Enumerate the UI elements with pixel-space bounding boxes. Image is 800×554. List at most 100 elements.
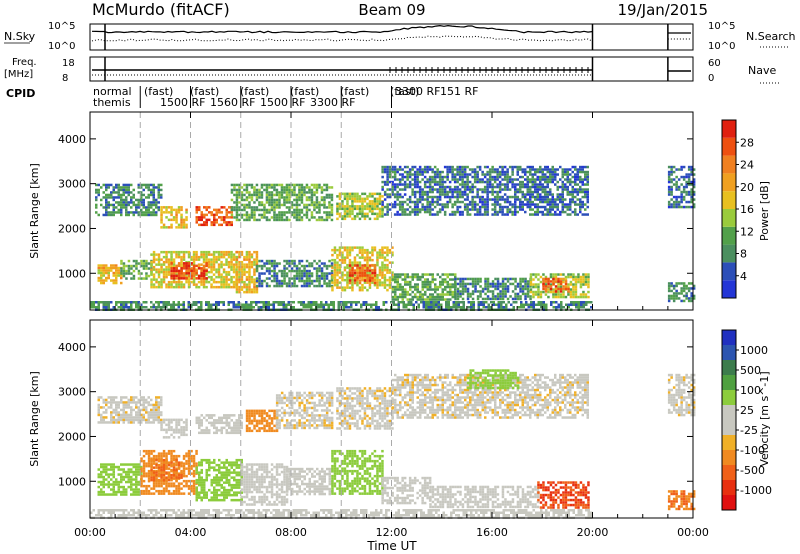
heatmap-cell	[162, 303, 165, 306]
heatmap-cell	[381, 170, 384, 174]
heatmap-cell	[498, 175, 502, 179]
heatmap-cell	[318, 269, 321, 273]
heatmap-cell	[192, 514, 195, 517]
heatmap-cell	[227, 509, 230, 512]
heatmap-cell	[402, 301, 405, 304]
heatmap-cell	[421, 273, 424, 276]
heatmap-cell	[253, 258, 256, 261]
heatmap-cell	[536, 190, 539, 194]
heatmap-cell	[330, 301, 333, 304]
heatmap-cell	[536, 183, 539, 186]
heatmap-cell	[581, 165, 584, 169]
heatmap-cell	[401, 213, 404, 216]
heatmap-cell	[150, 301, 153, 304]
heatmap-cell	[567, 283, 570, 286]
heatmap-cell	[237, 509, 240, 512]
heatmap-cell	[233, 216, 236, 219]
heatmap-cell	[524, 183, 527, 186]
heatmap-cell	[187, 250, 191, 254]
heatmap-cell	[551, 195, 554, 199]
heatmap-cell	[486, 295, 490, 298]
heatmap-cell	[414, 275, 417, 279]
heatmap-cell	[506, 280, 510, 283]
heatmap-cell	[195, 250, 198, 254]
heatmap-cell	[481, 190, 484, 194]
heatmap-cell	[132, 274, 136, 278]
heatmap-cell	[462, 303, 465, 306]
freq-label: Freq.	[12, 57, 37, 68]
heatmap-cell	[235, 511, 238, 514]
heatmap-cell	[461, 173, 464, 176]
heatmap-cell	[338, 195, 342, 198]
heatmap-cell	[428, 175, 432, 179]
heatmap-cell	[436, 195, 439, 199]
heatmap-cell	[690, 188, 693, 191]
heatmap-cell	[298, 269, 301, 273]
heatmap-cell	[433, 205, 437, 209]
heatmap-cell	[476, 180, 479, 184]
heatmap-cell	[408, 198, 412, 201]
heatmap-cell	[486, 287, 490, 291]
heatmap-cell	[498, 210, 502, 214]
heatmap-cell	[95, 306, 98, 309]
heatmap-cell	[506, 297, 510, 301]
heatmap-cell	[245, 275, 249, 279]
heatmap-cell	[461, 183, 464, 186]
heatmap-cell	[456, 178, 459, 181]
heatmap-cell	[165, 303, 168, 306]
heatmap-cell	[675, 195, 678, 199]
heatmap-cell	[112, 213, 115, 217]
heatmap-cell	[529, 280, 533, 284]
heatmap-cell	[403, 213, 407, 216]
heatmap-cell	[308, 186, 311, 189]
heatmap-cell	[542, 277, 545, 281]
heatmap-cell	[488, 185, 492, 189]
heatmap-cell	[408, 168, 412, 171]
heatmap-cell	[275, 213, 279, 217]
heatmap-cell	[401, 178, 404, 181]
heatmap-cell	[182, 223, 186, 227]
heatmap-cell	[463, 185, 467, 189]
heatmap-cell	[586, 213, 589, 216]
heatmap-cell	[361, 200, 364, 203]
heatmap-cell	[421, 280, 424, 284]
heatmap-cell	[260, 196, 264, 199]
heatmap-cell	[483, 213, 487, 216]
heatmap-cell	[250, 290, 254, 294]
heatmap-cell	[255, 250, 259, 254]
heatmap-cell	[258, 284, 261, 288]
heatmap-cell	[448, 188, 452, 191]
heatmap-cell	[245, 283, 249, 286]
heatmap-cell	[346, 281, 349, 284]
heatmap-cell	[358, 251, 362, 254]
heatmap-cell	[270, 191, 274, 194]
heatmap-cell	[293, 277, 296, 280]
heatmap-cell	[376, 202, 379, 206]
heatmap-cell	[137, 277, 141, 280]
heatmap-cell	[130, 509, 133, 512]
heatmap-cell	[180, 260, 183, 264]
heatmap-cell	[170, 274, 173, 278]
heatmap-cell	[534, 195, 537, 199]
heatmap-cell	[356, 261, 359, 264]
heatmap-cell	[218, 216, 221, 219]
heatmap-cell	[303, 188, 306, 192]
heatmap-cell	[356, 264, 359, 267]
heatmap-cell	[546, 165, 549, 169]
heatmap-cell	[443, 175, 447, 179]
heatmap-cell	[160, 509, 163, 512]
heatmap-cell	[288, 188, 291, 192]
heatmap-cell	[285, 303, 288, 306]
heatmap-cell	[444, 288, 447, 291]
heatmap-cell	[480, 301, 483, 304]
heatmap-cell	[393, 193, 397, 196]
heatmap-cell	[529, 170, 532, 174]
heatmap-cell	[331, 258, 334, 262]
heatmap-cell	[441, 190, 444, 194]
heatmap-cell	[473, 203, 477, 206]
heatmap-cell	[205, 285, 208, 289]
heatmap-cell	[140, 262, 143, 265]
heatmap-cell	[310, 198, 314, 202]
heatmap-cell	[150, 285, 153, 289]
heatmap-cell	[516, 295, 520, 298]
